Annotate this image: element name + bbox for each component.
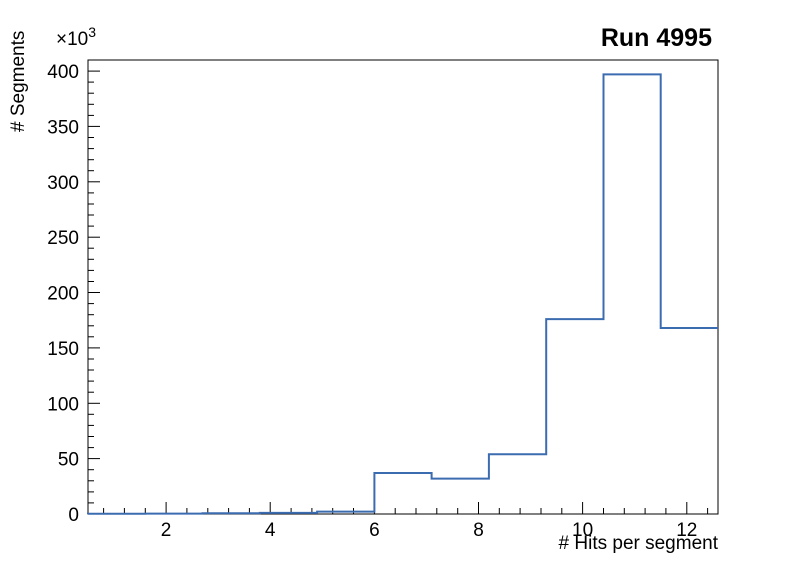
axis-ticks: 2 4 6 8 10 12 0 50 100 150 200 250 300 350 400 xyxy=(47,59,709,541)
y-tick-label: 150 xyxy=(47,339,79,360)
x-tick-label: 6 xyxy=(369,520,380,541)
x-tick-label: 2 xyxy=(161,520,172,541)
y-axis-multiplier: ×103 xyxy=(56,24,96,50)
y-tick-label: 50 xyxy=(58,450,79,471)
y-axis-title: # Segments xyxy=(8,31,29,132)
histogram-line xyxy=(87,73,718,515)
y-axis-multiplier-exponent: 3 xyxy=(88,24,96,40)
y-axis-multiplier-base: ×10 xyxy=(56,29,88,50)
y-tick-label: 0 xyxy=(68,505,79,526)
x-tick-label: 4 xyxy=(265,520,276,541)
x-tick-label: 8 xyxy=(473,520,484,541)
x-tick-label: 12 xyxy=(676,520,697,541)
frame-rect xyxy=(87,59,719,515)
y-tick-label: 400 xyxy=(47,62,79,83)
y-tick-label: 300 xyxy=(47,173,79,194)
y-tick-label: 350 xyxy=(47,117,79,138)
plot-title: Run 4995 xyxy=(601,24,712,52)
y-tick-label: 100 xyxy=(47,394,79,415)
plot-frame xyxy=(87,59,719,515)
histogram-series xyxy=(87,73,718,515)
x-axis-title: # Hits per segment xyxy=(559,533,719,554)
y-tick-label: 250 xyxy=(47,228,79,249)
x-tick-label: 10 xyxy=(572,520,593,541)
y-tick-label: 200 xyxy=(47,284,79,305)
